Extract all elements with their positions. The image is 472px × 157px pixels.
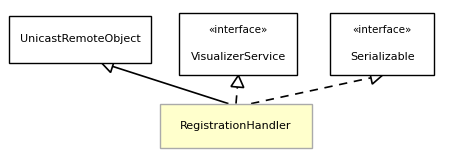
Text: «interface»: «interface»	[209, 25, 268, 35]
Polygon shape	[231, 75, 244, 88]
FancyBboxPatch shape	[9, 16, 151, 63]
Polygon shape	[370, 72, 382, 84]
FancyBboxPatch shape	[330, 13, 434, 75]
FancyBboxPatch shape	[179, 13, 297, 75]
Text: UnicastRemoteObject: UnicastRemoteObject	[20, 34, 141, 44]
Polygon shape	[101, 60, 115, 73]
Text: Serializable: Serializable	[350, 51, 414, 62]
FancyBboxPatch shape	[160, 104, 312, 148]
Text: «interface»: «interface»	[353, 25, 412, 35]
Text: VisualizerService: VisualizerService	[191, 51, 286, 62]
Text: RegistrationHandler: RegistrationHandler	[180, 121, 292, 131]
